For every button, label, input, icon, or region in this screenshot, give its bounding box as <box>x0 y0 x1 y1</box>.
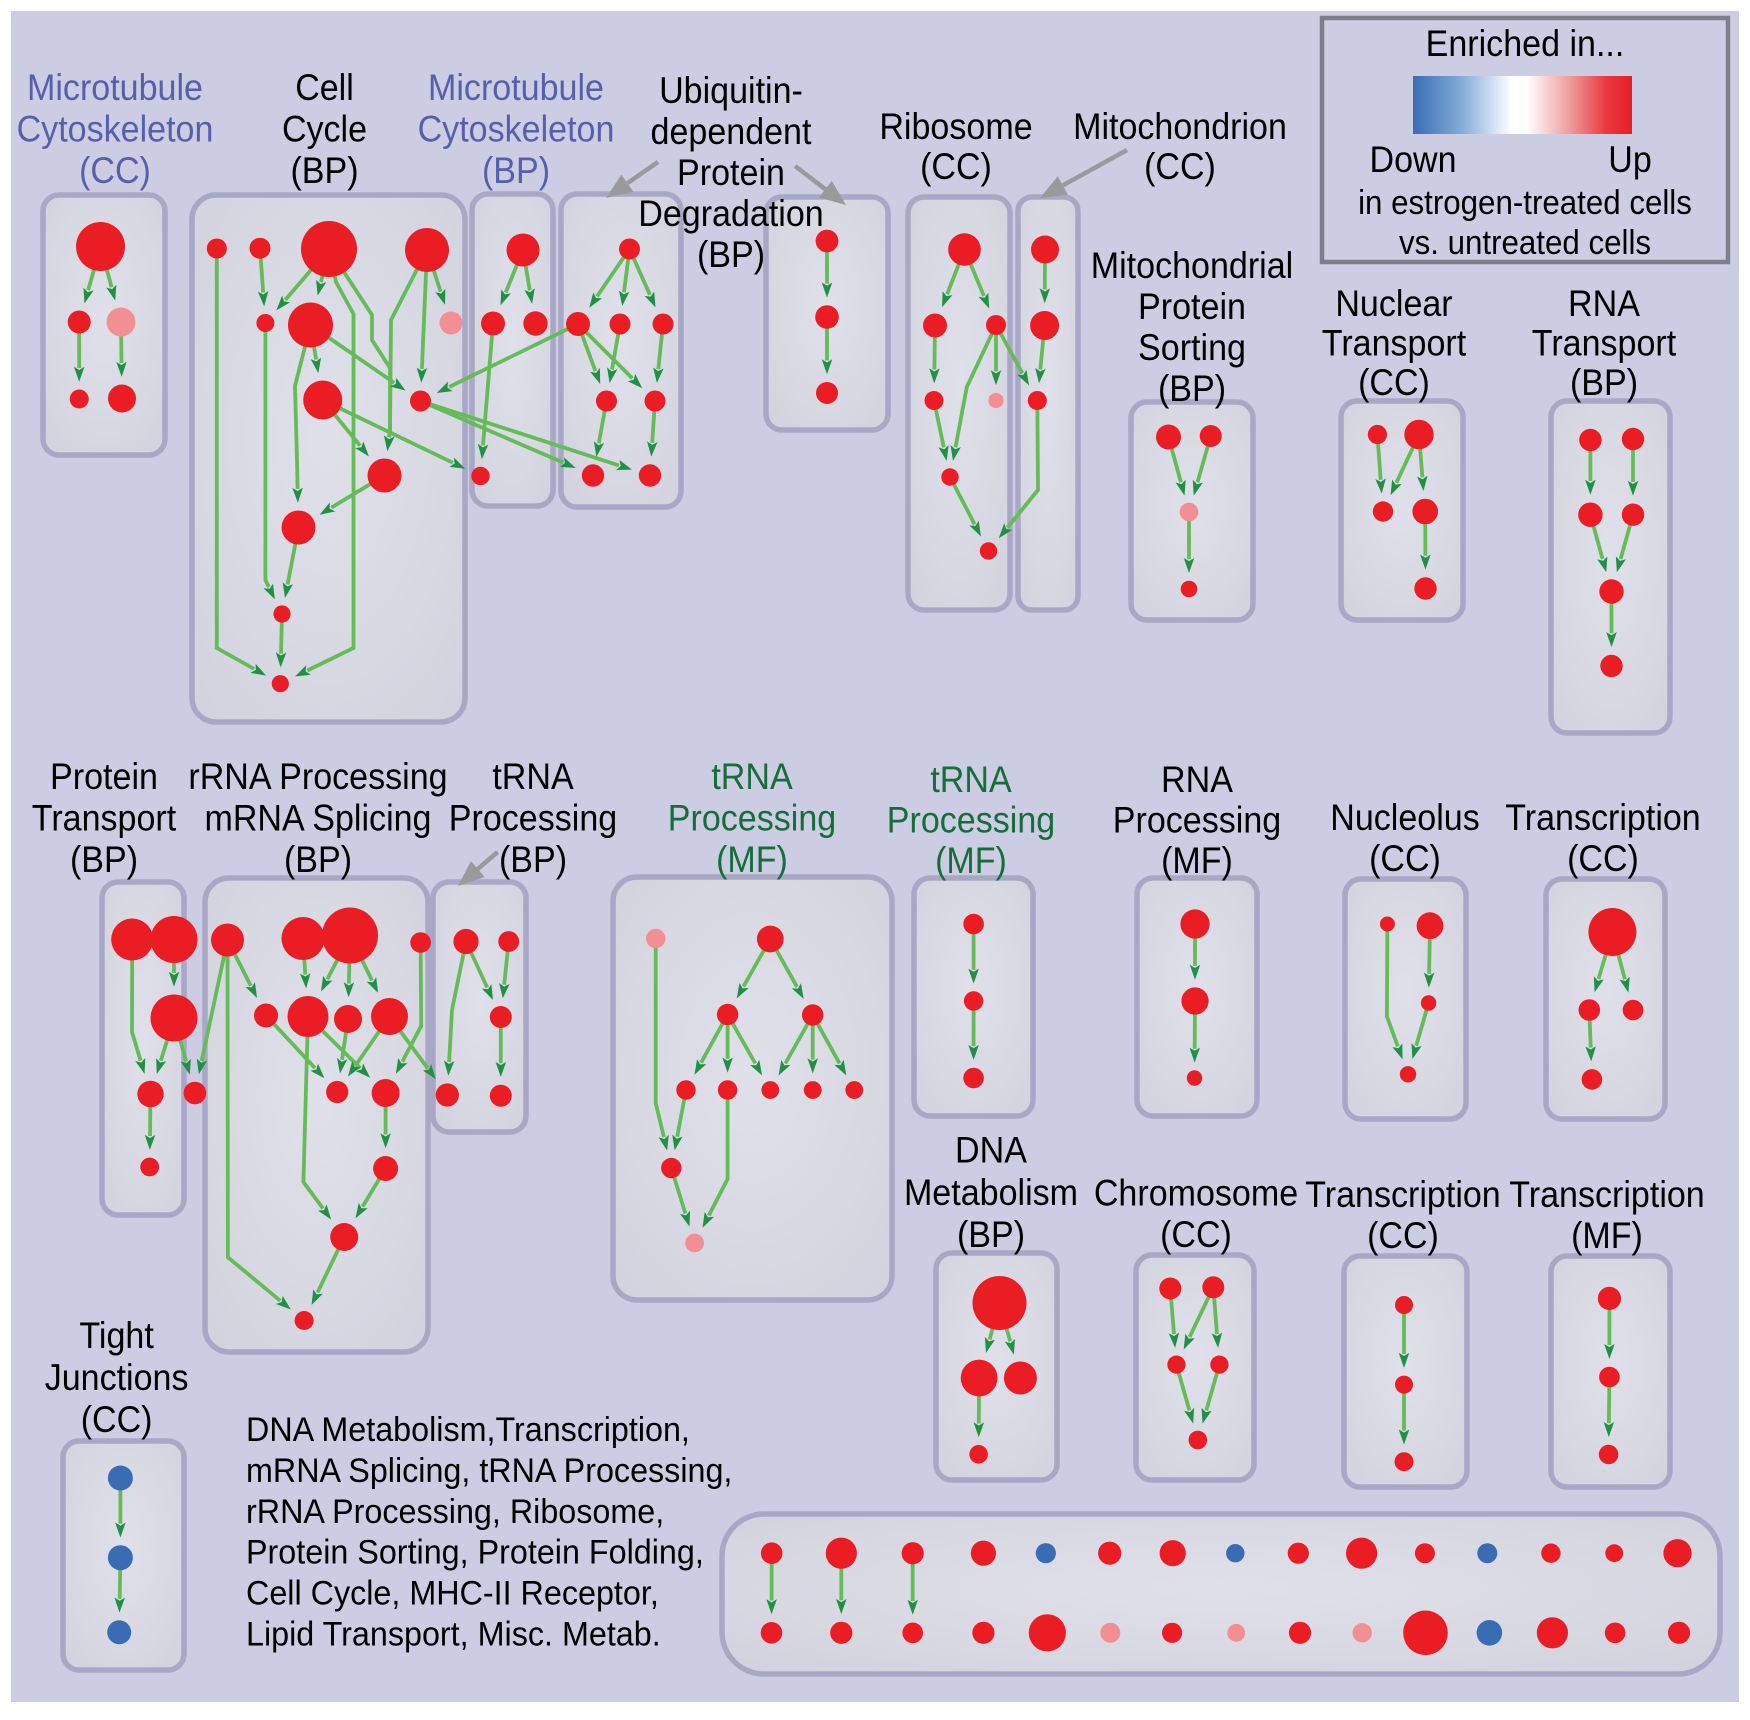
svg-text:Transcription: Transcription <box>1305 1174 1501 1215</box>
svg-text:tRNA: tRNA <box>711 756 793 797</box>
svg-text:Ubiquitin-: Ubiquitin- <box>659 70 803 111</box>
svg-text:(MF): (MF) <box>716 839 788 880</box>
svg-text:(BP): (BP) <box>70 839 138 880</box>
svg-text:(BP): (BP) <box>290 150 358 191</box>
svg-text:(CC): (CC) <box>1160 1214 1232 1255</box>
svg-text:rRNA Processing: rRNA Processing <box>188 756 447 797</box>
svg-text:(CC): (CC) <box>81 1399 153 1440</box>
svg-text:Transport: Transport <box>1532 323 1677 364</box>
svg-text:(CC): (CC) <box>1144 146 1216 187</box>
svg-text:Protein Sorting, Protein Foldi: Protein Sorting, Protein Folding, <box>246 1534 704 1572</box>
svg-text:RNA: RNA <box>1161 759 1233 800</box>
svg-text:Microtubule: Microtubule <box>428 67 604 108</box>
svg-text:(CC): (CC) <box>1367 1215 1439 1256</box>
svg-text:mRNA Splicing: mRNA Splicing <box>205 798 432 839</box>
svg-text:tRNA: tRNA <box>930 759 1012 800</box>
svg-text:Cell Cycle, MHC-II Receptor,: Cell Cycle, MHC-II Receptor, <box>246 1575 659 1613</box>
svg-text:(BP): (BP) <box>499 839 567 880</box>
svg-text:(CC): (CC) <box>920 146 992 187</box>
svg-text:(CC): (CC) <box>79 150 151 191</box>
svg-text:Protein: Protein <box>677 152 785 193</box>
svg-text:Transcription: Transcription <box>1509 1174 1705 1215</box>
svg-text:Ribosome: Ribosome <box>879 106 1032 147</box>
svg-text:(CC): (CC) <box>1358 362 1430 403</box>
svg-text:in estrogen-treated cells: in estrogen-treated cells <box>1358 184 1692 222</box>
svg-text:Transport: Transport <box>1322 323 1467 364</box>
svg-text:Tight: Tight <box>79 1315 154 1356</box>
svg-text:Chromosome: Chromosome <box>1094 1173 1298 1214</box>
svg-text:(BP): (BP) <box>1570 362 1638 403</box>
svg-text:RNA: RNA <box>1568 283 1640 324</box>
svg-text:Cytoskeleton: Cytoskeleton <box>17 109 214 150</box>
svg-text:(CC): (CC) <box>1567 838 1639 879</box>
svg-text:Mitochondrial: Mitochondrial <box>1091 245 1294 286</box>
svg-text:tRNA: tRNA <box>492 756 574 797</box>
svg-text:Up: Up <box>1608 139 1652 180</box>
svg-text:(CC): (CC) <box>1369 838 1441 879</box>
svg-text:Transport: Transport <box>32 798 177 839</box>
svg-text:(BP): (BP) <box>1158 368 1226 409</box>
svg-text:Nuclear: Nuclear <box>1335 283 1452 324</box>
svg-text:Cytoskeleton: Cytoskeleton <box>418 109 615 150</box>
svg-text:dependent: dependent <box>651 111 813 152</box>
svg-text:DNA: DNA <box>955 1130 1027 1171</box>
svg-text:Microtubule: Microtubule <box>27 67 203 108</box>
svg-text:Junctions: Junctions <box>45 1357 189 1398</box>
svg-text:Sorting: Sorting <box>1138 327 1246 368</box>
svg-text:(BP): (BP) <box>284 839 352 880</box>
svg-text:(MF): (MF) <box>1571 1215 1643 1256</box>
svg-text:Processing: Processing <box>449 798 617 839</box>
svg-text:DNA Metabolism,Transcription,: DNA Metabolism,Transcription, <box>246 1411 690 1449</box>
svg-text:Transcription: Transcription <box>1505 797 1701 838</box>
svg-text:Nucleolus: Nucleolus <box>1330 797 1480 838</box>
svg-text:Protein: Protein <box>50 756 158 797</box>
svg-text:rRNA Processing, Ribosome,: rRNA Processing, Ribosome, <box>246 1493 664 1531</box>
svg-text:Enriched in...: Enriched in... <box>1426 23 1625 64</box>
svg-text:Degradation: Degradation <box>638 193 824 234</box>
svg-text:mRNA Splicing, tRNA Processing: mRNA Splicing, tRNA Processing, <box>246 1452 732 1490</box>
svg-text:Processing: Processing <box>887 800 1055 841</box>
svg-text:Metabolism: Metabolism <box>904 1172 1078 1213</box>
svg-text:Down: Down <box>1370 139 1457 180</box>
svg-text:(MF): (MF) <box>935 840 1007 881</box>
svg-text:vs. untreated cells: vs. untreated cells <box>1399 224 1651 262</box>
svg-text:Mitochondrion: Mitochondrion <box>1073 106 1287 147</box>
svg-text:Cycle: Cycle <box>282 109 367 150</box>
svg-text:(MF): (MF) <box>1161 840 1233 881</box>
svg-text:(BP): (BP) <box>482 150 550 191</box>
svg-text:Processing: Processing <box>1113 800 1281 841</box>
svg-text:(BP): (BP) <box>957 1214 1025 1255</box>
svg-text:Processing: Processing <box>668 798 836 839</box>
svg-text:(BP): (BP) <box>697 234 765 275</box>
svg-text:Lipid Transport, Misc. Metab.: Lipid Transport, Misc. Metab. <box>246 1616 661 1654</box>
svg-text:Protein: Protein <box>1138 286 1246 327</box>
svg-text:Cell: Cell <box>295 67 354 108</box>
